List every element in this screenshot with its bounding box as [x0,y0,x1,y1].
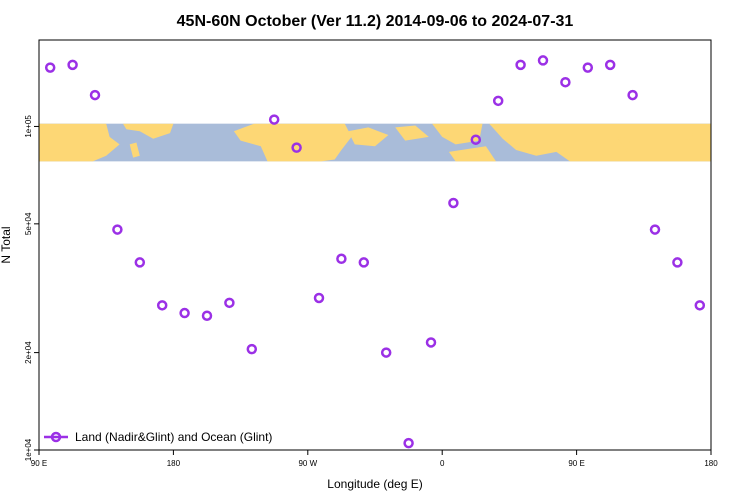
y-axis-label: N Total [0,226,13,263]
x-tick-label: 90 E [568,459,584,468]
data-point [112,224,123,235]
data-point [179,307,190,319]
map-landmass [677,127,695,141]
data-point [156,300,168,311]
map-landmass [123,123,174,139]
data-point [313,292,325,304]
world-map-strip [39,123,711,162]
data-point [448,197,459,209]
data-point [537,55,549,66]
data-points [44,55,706,449]
data-point [224,297,235,309]
map-landmass [129,142,140,158]
x-tick-label: 90 E [31,459,47,468]
data-point [134,257,146,268]
map-landmass [576,127,597,143]
legend-label: Land (Nadir&Glint) and Ocean (Glint) [75,430,272,444]
map-landmass [616,136,631,152]
x-tick-label: 90 W [298,459,317,468]
map-landmass [448,146,496,162]
map-landmass [489,123,711,162]
map-landmass [395,125,429,141]
data-point [582,62,594,73]
legend-marker [50,431,62,443]
y-axis-ticks: 1e+04 2e+04 5e+04 1e+05 [24,115,39,461]
data-point [649,224,661,235]
y-tick-label: 2e+04 [24,341,33,364]
chart-title: 45N-60N October (Ver 11.2) 2014-09-06 to… [177,13,574,30]
data-point [380,347,392,358]
data-point [492,95,504,107]
data-point [358,257,370,268]
data-point [694,300,706,311]
data-point [44,62,56,73]
data-point [515,59,526,71]
data-point [201,310,213,321]
map-landmass [39,123,120,162]
data-point [672,257,683,268]
legend: Land (Nadir&Glint) and Ocean (Glint) [44,430,272,444]
x-axis-ticks: 90 E 180 90 W 0 90 E 180 [31,450,718,468]
x-axis-label: Longitude (deg E) [327,477,422,491]
data-point [604,59,616,71]
data-point [268,114,280,125]
data-point [425,337,437,348]
data-point [246,343,258,355]
y-tick-label: 1e+05 [24,115,33,138]
x-tick-label: 0 [440,459,445,468]
data-point [403,437,414,449]
map-landmass [233,123,352,162]
data-point [560,76,571,88]
map-landmass [348,127,389,147]
x-tick-label: 180 [704,459,718,468]
x-tick-label: 180 [167,459,181,468]
map-landmass [432,123,483,145]
data-point [89,89,101,101]
map-land [39,123,711,162]
data-point [627,89,638,101]
plot-frame [38,39,712,451]
y-tick-label: 5e+04 [24,212,33,235]
data-point [67,59,78,71]
y-tick-label: 1e+04 [24,438,33,461]
data-point [336,253,347,265]
data-point [291,142,302,153]
data-point [470,134,482,145]
